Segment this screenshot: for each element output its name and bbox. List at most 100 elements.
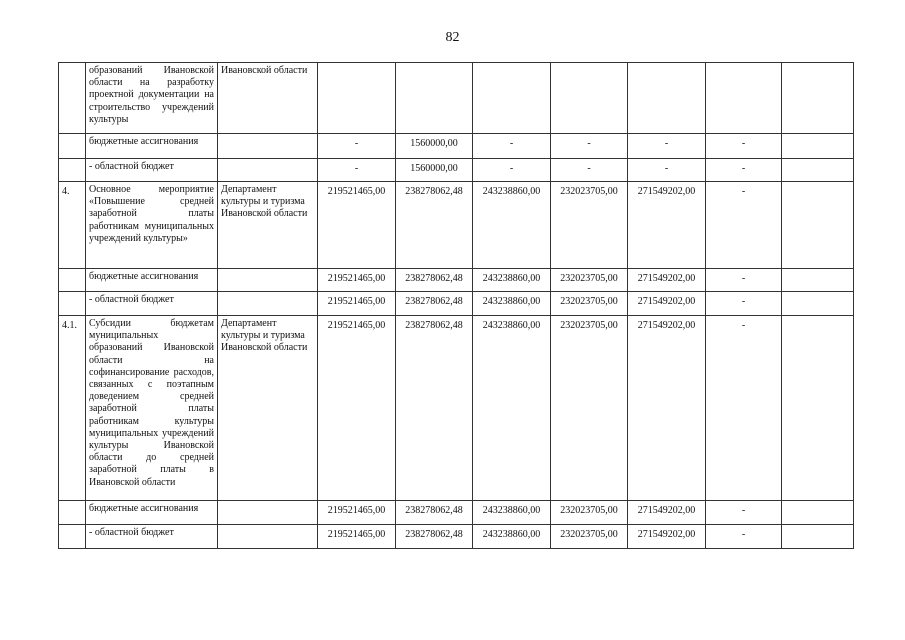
row-value: 219521465,00 (317, 291, 396, 316)
row-value: - (705, 181, 782, 269)
row-name: бюджетные ассигнования (85, 133, 218, 159)
row-value: 232023705,00 (550, 524, 628, 549)
row-value (627, 62, 706, 134)
row-value: 271549202,00 (627, 268, 706, 292)
row-value: - (705, 158, 782, 182)
row-value: - (472, 158, 551, 182)
row-value: 271549202,00 (627, 291, 706, 316)
row-value: 232023705,00 (550, 291, 628, 316)
row-value: - (317, 133, 396, 159)
row-value (781, 315, 854, 501)
row-value: 243238860,00 (472, 524, 551, 549)
table-row: - областной бюджет 219521465,00 238278062,… (58, 524, 854, 549)
row-number: 4. (58, 181, 86, 269)
row-value (472, 62, 551, 134)
row-value: 232023705,00 (550, 268, 628, 292)
row-value: - (472, 133, 551, 159)
row-value: 238278062,48 (395, 181, 473, 269)
row-number (58, 158, 86, 182)
table-row: - областной бюджет 219521465,00 238278062,… (58, 291, 854, 316)
budget-table: образований Ивановской области на разраб… (58, 62, 854, 549)
row-value: 271549202,00 (627, 315, 706, 501)
row-value (781, 291, 854, 316)
row-value: 238278062,48 (395, 500, 473, 525)
page-number: 82 (445, 30, 460, 45)
row-value (550, 62, 628, 134)
row-value: 232023705,00 (550, 315, 628, 501)
row-number (58, 62, 86, 134)
row-department (217, 268, 318, 292)
row-value: - (317, 158, 396, 182)
row-department (217, 291, 318, 316)
row-department (217, 133, 318, 159)
row-value: - (705, 291, 782, 316)
row-department: Ивановской области (217, 62, 318, 134)
row-number (58, 524, 86, 549)
row-value: 243238860,00 (472, 291, 551, 316)
row-value: - (705, 268, 782, 292)
row-value (781, 524, 854, 549)
row-department (217, 158, 318, 182)
row-value (781, 268, 854, 292)
row-value: - (550, 158, 628, 182)
row-value: 238278062,48 (395, 268, 473, 292)
row-value: - (550, 133, 628, 159)
row-value: 1560000,00 (395, 133, 473, 159)
row-name: - областной бюджет (85, 158, 218, 182)
row-value: 219521465,00 (317, 524, 396, 549)
row-value: - (705, 500, 782, 525)
table-row: 4.1. Субсидии бюджетам муниципальных обра… (58, 315, 854, 501)
row-value (395, 62, 473, 134)
row-value: - (627, 133, 706, 159)
row-value: 243238860,00 (472, 268, 551, 292)
row-value: 232023705,00 (550, 181, 628, 269)
row-number: 4.1. (58, 315, 86, 501)
row-department: Департамент культуры и туризма Ивановско… (217, 315, 318, 501)
row-value (781, 158, 854, 182)
row-value: 238278062,48 (395, 524, 473, 549)
row-value (781, 500, 854, 525)
row-name: образований Ивановской области на разраб… (85, 62, 218, 134)
row-value: 1560000,00 (395, 158, 473, 182)
row-value: 271549202,00 (627, 500, 706, 525)
row-name: Субсидии бюджетам муниципальных образова… (85, 315, 218, 501)
row-value: 243238860,00 (472, 315, 551, 501)
table-row: - областной бюджет -1560000,00- - - - (58, 158, 854, 182)
row-value (781, 62, 854, 134)
row-value: 271549202,00 (627, 524, 706, 549)
row-value: 219521465,00 (317, 268, 396, 292)
row-number (58, 133, 86, 159)
row-number (58, 291, 86, 316)
row-value: - (705, 133, 782, 159)
row-value: 238278062,48 (395, 315, 473, 501)
row-name: - областной бюджет (85, 524, 218, 549)
row-value (781, 181, 854, 269)
row-value (317, 62, 396, 134)
row-number (58, 500, 86, 525)
table-row: бюджетные ассигнования 219521465,00 238278… (58, 500, 854, 525)
row-value: 243238860,00 (472, 500, 551, 525)
row-value: 238278062,48 (395, 291, 473, 316)
row-value: - (705, 315, 782, 501)
row-name: Основное мероприятие «Повышение средней … (85, 181, 218, 269)
row-department: Департамент культуры и туризма Ивановско… (217, 181, 318, 269)
row-value: 219521465,00 (317, 315, 396, 501)
row-value: 232023705,00 (550, 500, 628, 525)
row-value: 243238860,00 (472, 181, 551, 269)
row-value (705, 62, 782, 134)
row-department (217, 524, 318, 549)
row-value: 219521465,00 (317, 500, 396, 525)
table-row: бюджетные ассигнования -1560000,00- - - - (58, 133, 854, 159)
table-row: бюджетные ассигнования 219521465,00 238278… (58, 268, 854, 292)
row-value: - (705, 524, 782, 549)
table-row: 4. Основное мероприятие «Повышение средне… (58, 181, 854, 269)
row-value: 271549202,00 (627, 181, 706, 269)
row-number (58, 268, 86, 292)
row-value: 219521465,00 (317, 181, 396, 269)
row-department (217, 500, 318, 525)
table-row: образований Ивановской области на разраб… (58, 62, 854, 134)
row-name: бюджетные ассигнования (85, 268, 218, 292)
row-name: бюджетные ассигнования (85, 500, 218, 525)
row-value: - (627, 158, 706, 182)
row-name: - областной бюджет (85, 291, 218, 316)
